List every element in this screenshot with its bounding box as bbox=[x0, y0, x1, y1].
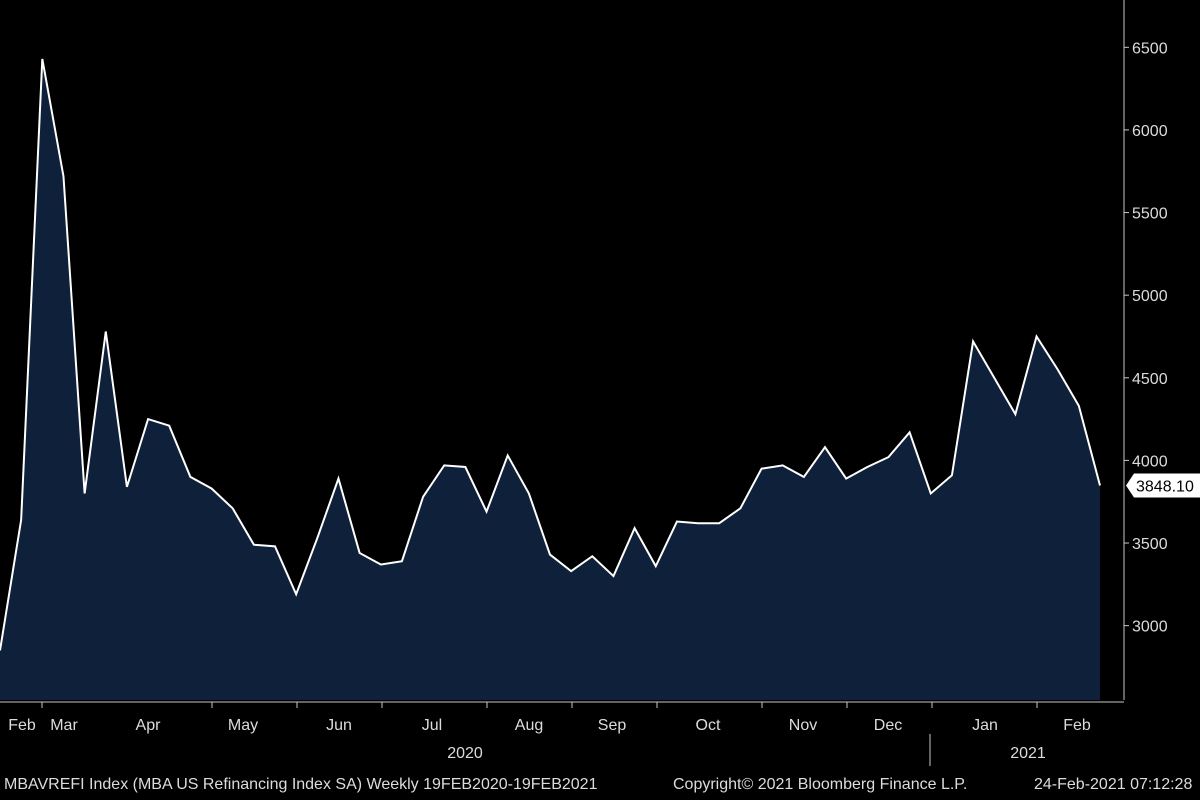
y-tick-label: 3000 bbox=[1132, 619, 1168, 636]
x-month-label: Sep bbox=[598, 717, 627, 734]
y-tick-label: 4000 bbox=[1132, 453, 1168, 470]
last-value-marker: 3848.10 bbox=[1126, 473, 1200, 498]
x-month-label: Feb bbox=[1063, 717, 1091, 734]
x-year-label: 2020 bbox=[447, 745, 483, 762]
x-year-label: 2021 bbox=[1010, 745, 1046, 762]
y-axis: 3000 3500 4000 4500 5000 5500 6000 6500 bbox=[1123, 0, 1168, 700]
series-line bbox=[0, 58, 1101, 651]
x-month-label: Oct bbox=[696, 717, 721, 734]
y-tick-label: 4500 bbox=[1132, 371, 1168, 388]
x-month-label: Apr bbox=[136, 717, 162, 734]
y-tick-label: 6500 bbox=[1132, 40, 1168, 57]
chart-footer: MBAVREFI Index (MBA US Refinancing Index… bbox=[0, 772, 1200, 798]
y-tick-label: 5000 bbox=[1132, 288, 1168, 305]
y-tick-label: 3500 bbox=[1132, 536, 1168, 553]
footer-timestamp: 24-Feb-2021 07:12:28 bbox=[1034, 776, 1193, 793]
x-month-label: Aug bbox=[515, 717, 543, 734]
y-tick-label: 5500 bbox=[1132, 206, 1168, 223]
x-month-label: May bbox=[228, 717, 258, 734]
x-axis: Feb Mar Apr May Jun Jul Aug Sep Oct Nov Dec Jan Feb 2… bbox=[0, 701, 1124, 766]
footer-index-description: MBAVREFI Index (MBA US Refinancing Index… bbox=[4, 776, 598, 793]
x-month-label: Jul bbox=[422, 717, 442, 734]
footer-copyright: Copyright© 2021 Bloomberg Finance L.P. bbox=[673, 776, 968, 793]
x-month-label: Dec bbox=[874, 717, 902, 734]
last-value-box bbox=[1126, 473, 1200, 498]
x-month-label: Feb bbox=[8, 717, 36, 734]
x-month-label: Jan bbox=[972, 717, 998, 734]
x-month-label: Mar bbox=[50, 717, 78, 734]
last-value-label: 3848.10 bbox=[1136, 479, 1194, 496]
refinancing-index-chart: 3000 3500 4000 4500 5000 5500 6000 6500 Feb Mar A… bbox=[0, 0, 1200, 766]
x-month-label: Jun bbox=[326, 717, 352, 734]
x-month-label: Nov bbox=[789, 717, 817, 734]
series-area-fill bbox=[0, 58, 1100, 700]
y-tick-label: 6000 bbox=[1132, 123, 1168, 140]
